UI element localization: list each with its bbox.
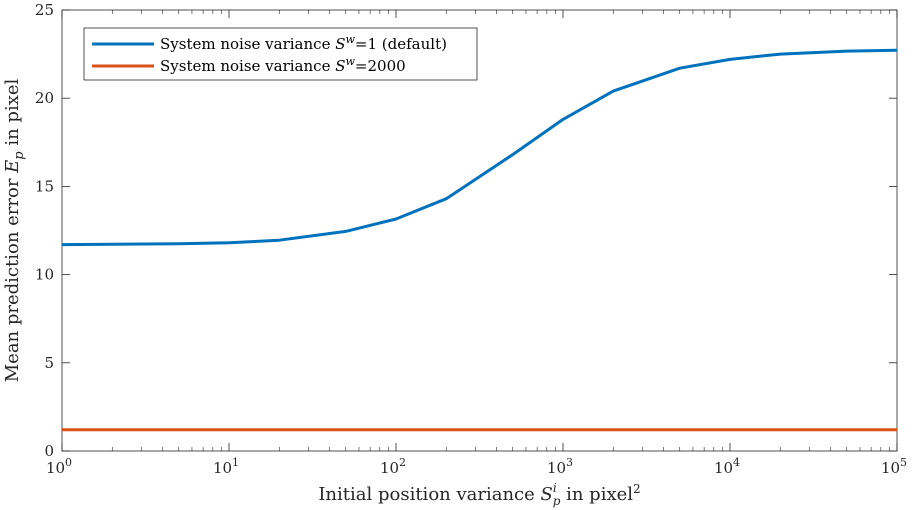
x-tick-label: 104 xyxy=(714,456,740,477)
y-tick-label: 20 xyxy=(35,89,54,107)
x-tick-label: 103 xyxy=(547,456,573,477)
plot-area xyxy=(61,9,898,452)
ticks-layer: 100 101 102 103 104 105 0 5 10 15 20 25 xyxy=(35,1,907,477)
x-tick-label: 102 xyxy=(380,456,406,477)
y-axis-title: Mean prediction error Ep in pixel xyxy=(2,78,27,382)
y-tick-label: 10 xyxy=(35,266,54,284)
legend-label-1: System noise variance Sw=1 (default) xyxy=(160,33,447,53)
y-tick-label: 15 xyxy=(35,177,54,195)
legend-label-2: System noise variance Sw=2000 xyxy=(160,55,406,75)
x-tick-label: 105 xyxy=(881,456,907,477)
y-tick-label: 5 xyxy=(44,354,54,372)
legend-box xyxy=(83,27,478,81)
y-tick-label: 25 xyxy=(35,1,54,19)
series-line-1 xyxy=(61,48,898,247)
axes-box xyxy=(61,9,898,452)
axis-titles: Initial position variance Si p in pixel2 M… xyxy=(2,78,641,508)
x-axis-title: Initial position variance Si p in pixel2 xyxy=(318,481,640,508)
legend: System noise variance Sw=1 (default)Syst… xyxy=(83,27,478,81)
series-layer xyxy=(61,48,898,432)
x-tick-label: 101 xyxy=(213,456,239,477)
x-tick-label: 100 xyxy=(46,456,72,477)
y-tick-label: 0 xyxy=(44,442,54,460)
